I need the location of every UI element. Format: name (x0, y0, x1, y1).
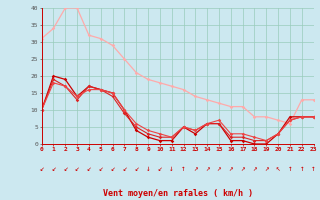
Text: ↙: ↙ (75, 164, 79, 173)
Text: ↓: ↓ (146, 164, 150, 173)
Text: ↙: ↙ (134, 164, 139, 173)
Text: ↑: ↑ (300, 164, 304, 173)
Text: ↙: ↙ (87, 164, 91, 173)
Text: ↗: ↗ (193, 164, 198, 173)
Text: ↗: ↗ (205, 164, 210, 173)
Text: ↗: ↗ (264, 164, 268, 173)
Text: ↙: ↙ (157, 164, 162, 173)
Text: ↙: ↙ (63, 164, 68, 173)
Text: ↗: ↗ (217, 164, 221, 173)
Text: ↙: ↙ (110, 164, 115, 173)
Text: ↓: ↓ (169, 164, 174, 173)
Text: ↙: ↙ (39, 164, 44, 173)
Text: ↖: ↖ (276, 164, 280, 173)
Text: ↙: ↙ (122, 164, 127, 173)
Text: ↗: ↗ (228, 164, 233, 173)
Text: Vent moyen/en rafales ( km/h ): Vent moyen/en rafales ( km/h ) (103, 189, 252, 198)
Text: ↑: ↑ (288, 164, 292, 173)
Text: ↗: ↗ (240, 164, 245, 173)
Text: ↙: ↙ (51, 164, 56, 173)
Text: ↑: ↑ (311, 164, 316, 173)
Text: ↗: ↗ (252, 164, 257, 173)
Text: ↑: ↑ (181, 164, 186, 173)
Text: ↙: ↙ (99, 164, 103, 173)
